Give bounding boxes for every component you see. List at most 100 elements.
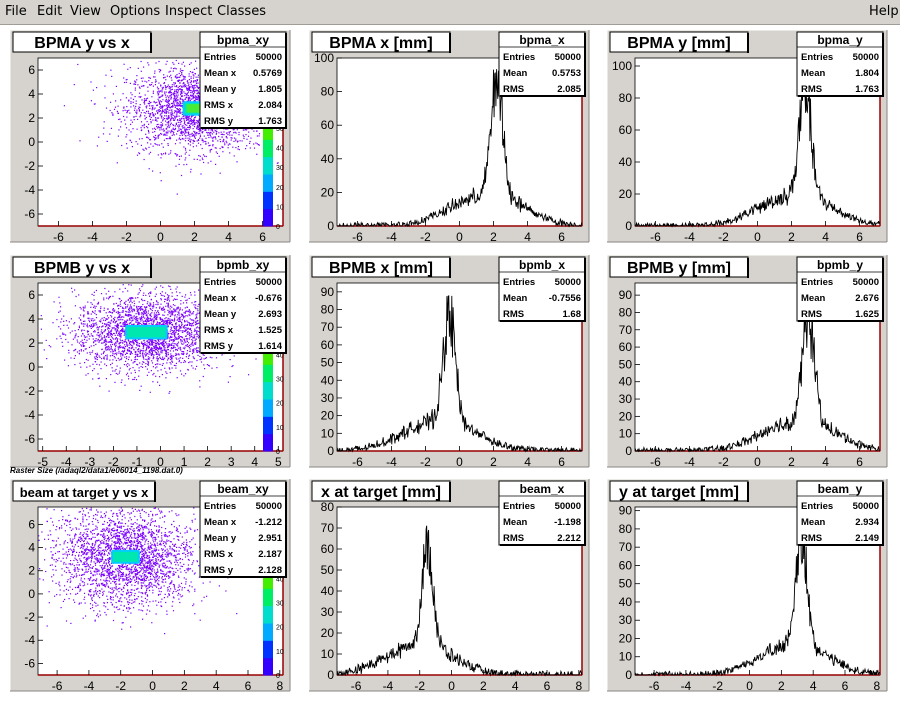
scatter-point bbox=[166, 99, 167, 100]
scatter-point bbox=[222, 134, 223, 135]
scatter-point bbox=[129, 302, 130, 303]
scatter-point bbox=[166, 138, 167, 139]
scatter-point bbox=[170, 320, 171, 321]
menu-file[interactable]: File bbox=[5, 4, 27, 19]
scatter-point bbox=[115, 100, 116, 101]
scatter-point bbox=[126, 112, 127, 113]
scatter-point bbox=[195, 97, 196, 98]
y-tick-label: -6 bbox=[24, 207, 35, 221]
scatter-point bbox=[169, 341, 170, 342]
scatter-point bbox=[74, 84, 75, 85]
scatter-point bbox=[215, 130, 216, 131]
scatter-point bbox=[212, 129, 213, 130]
menu-edit[interactable]: Edit bbox=[37, 4, 62, 19]
scatter-point bbox=[137, 359, 138, 360]
scatter-point bbox=[105, 326, 106, 327]
scatter-point bbox=[128, 309, 129, 310]
scatter-point bbox=[148, 356, 149, 357]
scatter-point bbox=[158, 340, 159, 341]
scatter-point bbox=[87, 311, 88, 312]
scatter-point bbox=[194, 291, 195, 292]
menu-options[interactable]: Options bbox=[110, 4, 160, 19]
scatter-point bbox=[100, 368, 101, 369]
scatter-point bbox=[88, 373, 89, 374]
scatter-point bbox=[171, 327, 172, 328]
scatter-point bbox=[97, 303, 98, 304]
scatter-point bbox=[144, 124, 145, 125]
stats-value: 1.805 bbox=[258, 84, 282, 95]
scatter-point bbox=[143, 295, 144, 296]
scatter-point bbox=[113, 333, 114, 334]
scatter-point bbox=[138, 68, 139, 69]
scatter-point bbox=[153, 357, 154, 358]
scatter-point bbox=[146, 347, 147, 348]
scatter-point bbox=[162, 291, 163, 292]
scatter-point bbox=[179, 88, 180, 89]
scatter-point bbox=[134, 83, 135, 84]
scatter-point bbox=[191, 294, 192, 295]
scatter-point bbox=[101, 354, 102, 355]
scatter-point bbox=[159, 129, 160, 130]
stats-value: 50000 bbox=[853, 52, 879, 63]
scatter-point bbox=[155, 84, 156, 85]
scatter-point bbox=[146, 321, 147, 322]
scatter-point bbox=[175, 353, 176, 354]
menu-view[interactable]: View bbox=[70, 4, 101, 19]
scatter-point bbox=[62, 342, 63, 343]
scatter-point bbox=[166, 135, 167, 136]
scatter-point bbox=[168, 97, 169, 98]
scatter-point bbox=[120, 345, 121, 346]
scatter-point bbox=[159, 354, 160, 355]
scatter-point bbox=[154, 73, 155, 74]
scatter-point bbox=[104, 342, 105, 343]
scatter-point bbox=[182, 344, 183, 345]
y-tick-label: 100 bbox=[314, 51, 334, 65]
scatter-point bbox=[128, 376, 129, 377]
scatter-point bbox=[161, 352, 162, 353]
scatter-point bbox=[190, 323, 191, 324]
scatter-point bbox=[220, 141, 221, 142]
scatter-point bbox=[120, 126, 121, 127]
scatter-point bbox=[152, 112, 153, 113]
scatter-point bbox=[148, 64, 149, 65]
scatter-point bbox=[171, 337, 172, 338]
scatter-point bbox=[96, 290, 97, 291]
scatter-point bbox=[210, 151, 211, 152]
scatter-point bbox=[169, 86, 170, 87]
scatter-point bbox=[197, 127, 198, 128]
scatter-point bbox=[184, 122, 185, 123]
scatter-point bbox=[94, 357, 95, 358]
scatter-point bbox=[151, 105, 152, 106]
scatter-point bbox=[183, 62, 184, 63]
scatter-point bbox=[149, 101, 150, 102]
scatter-point bbox=[161, 122, 162, 123]
scatter-point bbox=[175, 98, 176, 99]
menu-help[interactable]: Help bbox=[869, 4, 899, 19]
scatter-point bbox=[172, 86, 173, 87]
scatter-point bbox=[197, 93, 198, 94]
menu-inspect[interactable]: Inspect bbox=[165, 4, 212, 19]
menu-classes[interactable]: Classes bbox=[217, 4, 266, 19]
scatter-point bbox=[165, 371, 166, 372]
scatter-point bbox=[228, 145, 229, 146]
scatter-point bbox=[157, 363, 158, 364]
scatter-point bbox=[151, 323, 152, 324]
scatter-point bbox=[165, 347, 166, 348]
scatter-point bbox=[185, 342, 186, 343]
scatter-point bbox=[75, 305, 76, 306]
scatter-point bbox=[135, 354, 136, 355]
scatter-point bbox=[103, 299, 104, 300]
scatter-point bbox=[168, 124, 169, 125]
scatter-point bbox=[95, 358, 96, 359]
scatter-point bbox=[132, 317, 133, 318]
scatter-point bbox=[185, 325, 186, 326]
scatter-point bbox=[80, 315, 81, 316]
scatter-point bbox=[278, 162, 279, 163]
scatter-point bbox=[183, 138, 184, 139]
